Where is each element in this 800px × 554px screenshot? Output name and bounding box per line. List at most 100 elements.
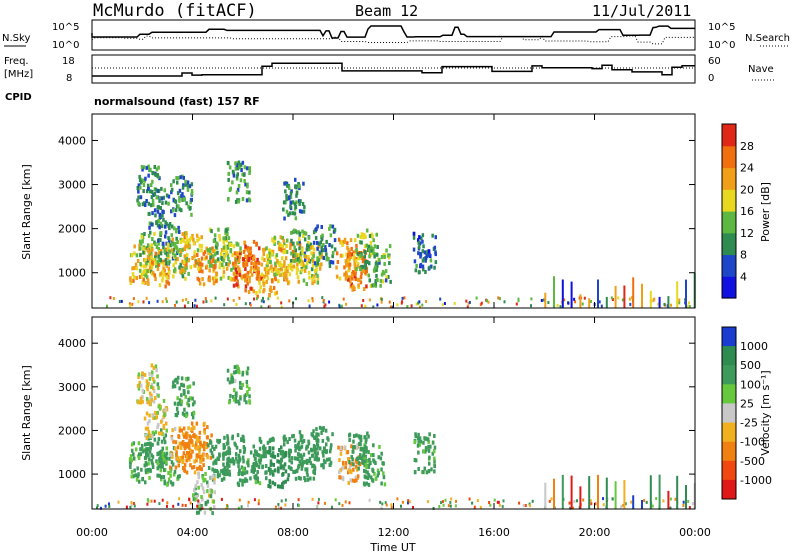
- data-cell: [433, 449, 436, 454]
- data-cell: [201, 486, 205, 491]
- data-cell: [433, 445, 437, 450]
- data-cell: [176, 180, 179, 185]
- data-cell: [179, 249, 182, 254]
- data-cell: [655, 497, 658, 500]
- data-cell: [162, 195, 165, 200]
- data-cell: [345, 272, 348, 277]
- data-cell: [213, 447, 216, 451]
- data-cell: [202, 463, 205, 468]
- data-cell: [191, 465, 194, 470]
- data-cell: [291, 434, 294, 439]
- data-cell: [374, 265, 377, 270]
- data-cell: [175, 377, 178, 382]
- data-cell: [423, 250, 427, 255]
- data-cell: [171, 208, 175, 213]
- data-cell: [201, 475, 205, 480]
- data-cell: [238, 385, 242, 390]
- data-cell: [279, 263, 282, 267]
- data-cell: [156, 267, 160, 272]
- data-cell: [349, 462, 352, 467]
- data-cell: [209, 255, 212, 260]
- data-cell: [138, 479, 141, 484]
- data-cell: [152, 202, 155, 207]
- data-cell: [181, 238, 184, 242]
- data-cell: [432, 506, 435, 510]
- data-cell: [410, 304, 413, 308]
- data-cell: [152, 377, 155, 382]
- data-cell: [237, 160, 241, 165]
- data-cell: [306, 243, 309, 248]
- data-cell: [573, 297, 576, 301]
- data-cell: [145, 199, 148, 203]
- data-cell: [348, 256, 351, 261]
- data-cell: [160, 465, 163, 470]
- data-cell: [154, 277, 157, 282]
- data-cell: [243, 165, 247, 170]
- data-cell: [262, 247, 265, 252]
- data-cell: [241, 172, 244, 177]
- data-cell: [160, 196, 164, 201]
- colorbar-tick-label: -25: [740, 417, 758, 430]
- data-cell: [645, 500, 648, 504]
- data-cell: [295, 230, 299, 235]
- data-cell: [184, 179, 187, 184]
- data-cell: [130, 501, 133, 505]
- data-cell: [308, 247, 311, 252]
- data-cell: [419, 252, 422, 256]
- data-cell: [195, 441, 198, 446]
- data-cell: [146, 426, 150, 431]
- data-cell: [279, 235, 282, 240]
- data-cell: [178, 230, 181, 234]
- data-cell: [421, 233, 425, 238]
- data-cell: [318, 241, 321, 246]
- data-cell: [253, 498, 256, 502]
- data-cell: [361, 460, 364, 465]
- data-cell: [131, 266, 134, 271]
- data-cell: [658, 474, 661, 509]
- data-cell: [177, 225, 180, 230]
- data-cell: [142, 246, 145, 251]
- data-cell: [169, 473, 172, 478]
- data-cell: [355, 478, 358, 483]
- data-cell: [187, 271, 190, 276]
- data-cell: [366, 260, 369, 264]
- data-cell: [281, 464, 284, 469]
- data-cell: [388, 300, 391, 304]
- data-cell: [282, 435, 286, 440]
- data-cell: [351, 269, 355, 274]
- data-cell: [363, 254, 366, 259]
- data-cell: [203, 477, 207, 482]
- data-cell: [306, 460, 309, 465]
- data-cell: [298, 231, 302, 236]
- data-cell: [579, 486, 582, 509]
- data-cell: [145, 411, 149, 416]
- data-cell: [314, 269, 317, 273]
- data-cell: [245, 478, 249, 483]
- data-cell: [145, 296, 148, 300]
- data-cell: [190, 212, 193, 217]
- data-cell: [165, 193, 169, 198]
- data-cell: [152, 386, 155, 391]
- data-cell: [376, 278, 379, 282]
- data-cell: [244, 284, 248, 289]
- data-cell: [147, 201, 151, 206]
- data-cell: [352, 286, 356, 291]
- data-cell: [413, 458, 417, 462]
- data-cell: [322, 243, 325, 247]
- data-cell: [368, 457, 371, 462]
- data-cell: [147, 233, 151, 238]
- data-cell: [181, 503, 184, 507]
- colorbar-tick-label: 25: [740, 397, 754, 410]
- data-cell: [210, 489, 214, 493]
- data-cell: [295, 456, 298, 461]
- velocity-xlabel: Time UT: [369, 541, 415, 554]
- data-cell: [284, 273, 288, 278]
- data-cell: [158, 225, 161, 230]
- data-cell: [294, 216, 298, 221]
- data-cell: [162, 217, 165, 222]
- data-cell: [316, 273, 319, 278]
- data-cell: [348, 501, 351, 505]
- data-cell: [273, 242, 276, 246]
- data-cell: [145, 436, 149, 441]
- data-cell: [179, 237, 182, 242]
